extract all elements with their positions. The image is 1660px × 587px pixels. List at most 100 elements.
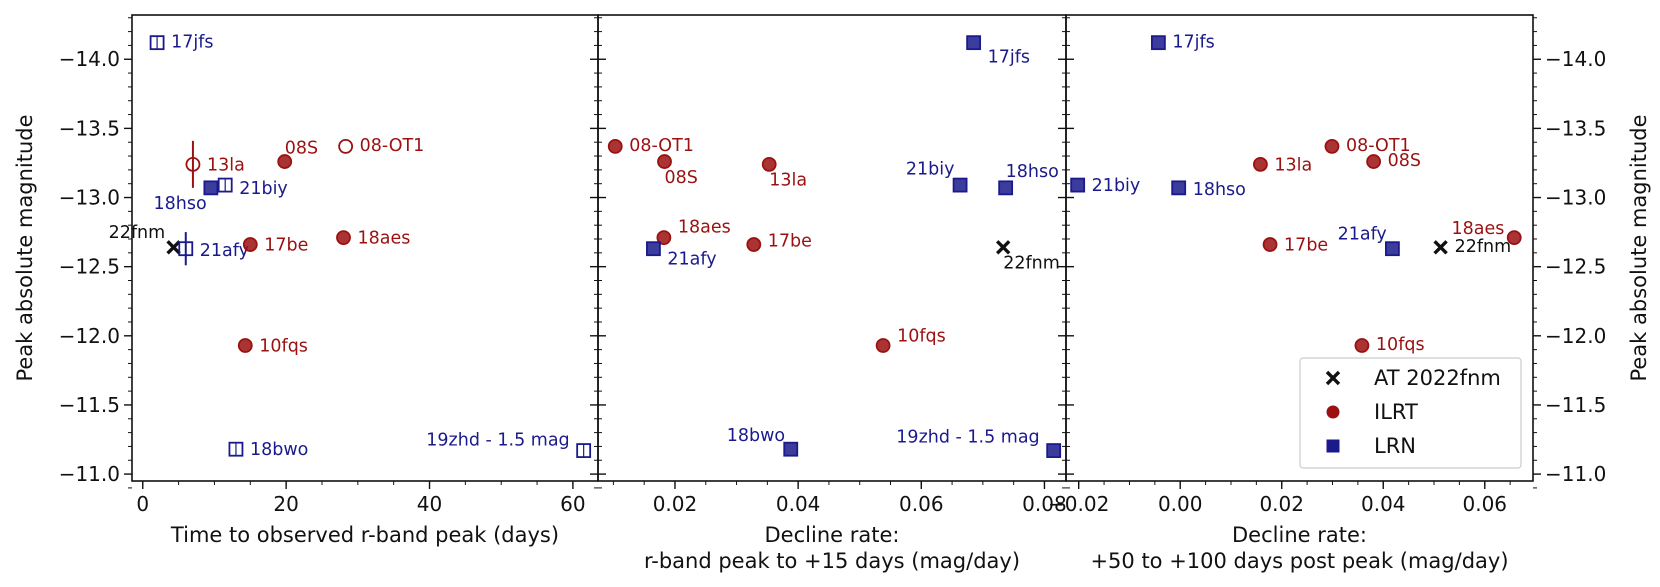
point-label-08S: 08S <box>285 139 318 159</box>
point-label-21afy: 21afy <box>1338 224 1387 244</box>
point-label-18hso: 18hso <box>153 194 206 214</box>
point-10fqs-3 <box>1354 338 1370 353</box>
x-axis-label-3: +50 to +100 days post peak (mag/day) <box>1090 549 1508 573</box>
point-label-21biy: 21biy <box>239 179 288 199</box>
point-label-21biy: 21biy <box>1092 176 1141 196</box>
point-18hso-3 <box>1171 180 1187 196</box>
x-tick-label-3: 0.00 <box>1158 492 1203 516</box>
point-13la-1 <box>185 156 201 172</box>
point-label-19zhd: 19zhd - 1.5 mag <box>896 428 1039 448</box>
x-tick-label-2: 0.02 <box>653 492 698 516</box>
legend-marker-at-2022fnm-b <box>1325 370 1341 386</box>
point-22fnm-1-stroke <box>166 240 181 255</box>
point-08-OT1-1 <box>338 138 354 154</box>
point-label-18bwo: 18bwo <box>250 440 308 460</box>
point-13la-3 <box>1253 156 1268 172</box>
point-17be-3 <box>1262 237 1278 252</box>
point-label-17jfs: 17jfs <box>171 32 213 52</box>
point-label-10fqs: 10fqs <box>259 336 308 356</box>
y-tick-label-left: −13.0 <box>59 186 120 210</box>
point-08-OT1-2 <box>607 138 623 154</box>
y-tick-label-right: −14.0 <box>1545 47 1606 71</box>
point-label-21afy: 21afy <box>667 249 716 269</box>
y-tick-label-right: −13.0 <box>1545 186 1606 210</box>
x-tick-label-1: 0 <box>136 492 149 516</box>
point-label-17jfs: 17jfs <box>1172 32 1214 52</box>
x-tick-label-3: −0.02 <box>1048 492 1109 516</box>
y-axis-label-left: Peak absolute magnitude <box>13 114 37 381</box>
point-10fqs-2 <box>875 338 891 353</box>
point-label-17be: 17be <box>768 231 812 251</box>
point-label-10fqs: 10fqs <box>897 327 946 347</box>
point-22fnm-1 <box>166 240 181 255</box>
point-08S-1 <box>277 154 293 169</box>
point-18hso-1 <box>203 180 219 196</box>
y-tick-label-right: −12.0 <box>1545 324 1606 348</box>
point-label-18hso: 18hso <box>1006 162 1059 182</box>
x-axis-label-1: Time to observed r-band peak (days) <box>170 523 559 547</box>
x-tick-label-2: 0.08 <box>1022 492 1067 516</box>
point-19zhd-2 <box>1046 443 1062 458</box>
point-label-13la: 13la <box>1274 155 1312 175</box>
y-tick-label-right: −12.5 <box>1545 255 1606 279</box>
point-21afy-3 <box>1384 241 1400 257</box>
y-tick-label-left: −11.5 <box>59 393 120 417</box>
x-tick-label-1: 20 <box>273 492 298 516</box>
y-tick-label-left: −14.0 <box>59 47 120 71</box>
point-17be-2 <box>746 237 762 252</box>
point-17be-1 <box>242 237 258 252</box>
legend-label: AT 2022fnm <box>1374 366 1501 390</box>
point-label-17be: 17be <box>264 236 308 256</box>
y-tick-label-left: −11.0 <box>59 462 120 486</box>
point-08S-2 <box>657 154 672 169</box>
point-22fnm-2-stroke <box>995 240 1011 255</box>
point-label-17jfs: 17jfs <box>988 48 1030 68</box>
point-22fnm-2 <box>995 240 1011 255</box>
point-label-18aes: 18aes <box>1452 219 1505 239</box>
x-tick-label-1: 40 <box>417 492 442 516</box>
point-label-08S: 08S <box>1388 151 1421 171</box>
point-label-22fnm: 22fnm <box>1003 254 1060 274</box>
point-17jfs-3 <box>1150 35 1166 51</box>
point-18bwo-2 <box>783 441 799 457</box>
x-tick-label-2: 0.04 <box>776 492 821 516</box>
x-axis-label-2: Decline rate: <box>765 523 900 547</box>
point-08-OT1-3 <box>1324 138 1340 154</box>
point-17jfs-2 <box>966 35 982 51</box>
point-label-18hso: 18hso <box>1193 180 1246 200</box>
point-label-13la: 13la <box>769 171 807 191</box>
point-18aes-2 <box>656 230 672 246</box>
x-tick-label-3: 0.02 <box>1259 492 1304 516</box>
point-label-22fnm: 22fnm <box>109 223 166 243</box>
point-label-08-OT1: 08-OT1 <box>1346 136 1411 156</box>
point-18hso-2 <box>998 180 1014 196</box>
point-label-08-OT1: 08-OT1 <box>629 136 694 156</box>
y-tick-label-right: −11.0 <box>1545 462 1606 486</box>
point-label-21afy: 21afy <box>200 241 249 261</box>
legend-label: ILRT <box>1374 400 1418 424</box>
y-axis-label-right: Peak absolute magnitude <box>1627 114 1651 381</box>
point-18aes-3 <box>1506 230 1522 246</box>
point-label-13la: 13la <box>207 155 245 175</box>
legend-marker-ilrt <box>1326 405 1340 419</box>
legend-box <box>1299 357 1522 469</box>
point-21afy-2 <box>646 241 661 257</box>
point-label-17be: 17be <box>1284 236 1328 256</box>
point-label-08S: 08S <box>665 168 698 188</box>
point-13la-2 <box>761 156 777 172</box>
legend-label: LRN <box>1374 434 1416 458</box>
point-10fqs-1 <box>237 338 253 353</box>
point-label-18aes: 18aes <box>678 217 731 237</box>
point-label-18bwo: 18bwo <box>727 426 785 446</box>
y-tick-label-right: −11.5 <box>1545 393 1606 417</box>
point-22fnm-3 <box>1433 240 1448 255</box>
point-label-19zhd: 19zhd - 1.5 mag <box>426 430 569 450</box>
y-tick-label-right: −13.5 <box>1545 116 1606 140</box>
x-tick-label-2: 0.06 <box>899 492 944 516</box>
point-label-08-OT1: 08-OT1 <box>360 136 425 156</box>
y-tick-label-left: −12.5 <box>59 255 120 279</box>
panel-frame-2 <box>597 14 1067 482</box>
x-axis-label-2: r-band peak to +15 days (mag/day) <box>644 549 1020 573</box>
legend-marker-lrn <box>1326 439 1340 453</box>
